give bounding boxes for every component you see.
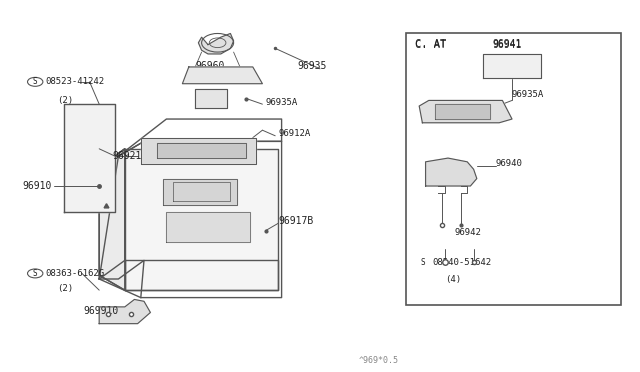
Polygon shape	[198, 33, 234, 54]
FancyBboxPatch shape	[406, 33, 621, 305]
Text: 08540-51642: 08540-51642	[433, 258, 492, 267]
Text: 969910: 969910	[83, 306, 118, 315]
Text: ^969*0.5: ^969*0.5	[358, 356, 398, 365]
Polygon shape	[426, 158, 477, 186]
Text: 96912A: 96912A	[278, 129, 310, 138]
Text: 96940: 96940	[496, 159, 523, 168]
Text: 96941: 96941	[493, 39, 522, 48]
Text: 96960: 96960	[195, 61, 225, 71]
Polygon shape	[166, 212, 250, 242]
Text: C. AT: C. AT	[415, 39, 446, 48]
Polygon shape	[163, 179, 237, 205]
Text: S: S	[420, 258, 425, 267]
Text: S: S	[33, 77, 38, 86]
Text: 96935A: 96935A	[266, 98, 298, 107]
Polygon shape	[125, 260, 278, 290]
Text: 08363-6162G: 08363-6162G	[45, 269, 104, 278]
Polygon shape	[99, 299, 150, 324]
Polygon shape	[182, 67, 262, 84]
Text: 96917B: 96917B	[278, 217, 314, 226]
Polygon shape	[483, 54, 541, 78]
Polygon shape	[195, 89, 227, 108]
Polygon shape	[141, 138, 256, 164]
Text: 96942: 96942	[454, 228, 481, 237]
Polygon shape	[64, 104, 115, 212]
Text: 96941: 96941	[493, 40, 522, 49]
Polygon shape	[419, 100, 512, 123]
Polygon shape	[157, 143, 246, 158]
Polygon shape	[125, 149, 278, 290]
Text: 96921: 96921	[112, 151, 141, 161]
Text: 96935: 96935	[298, 61, 327, 71]
Polygon shape	[99, 149, 125, 290]
Polygon shape	[99, 149, 125, 279]
Text: 96910: 96910	[22, 181, 52, 191]
Text: S: S	[33, 269, 38, 278]
Polygon shape	[435, 104, 490, 119]
Text: (4): (4)	[445, 275, 461, 284]
Text: (2): (2)	[58, 284, 74, 293]
Text: 96935A: 96935A	[512, 90, 544, 99]
Text: (2): (2)	[58, 96, 74, 105]
Text: C. AT: C. AT	[415, 40, 446, 49]
Text: 08523-41242: 08523-41242	[45, 77, 104, 86]
